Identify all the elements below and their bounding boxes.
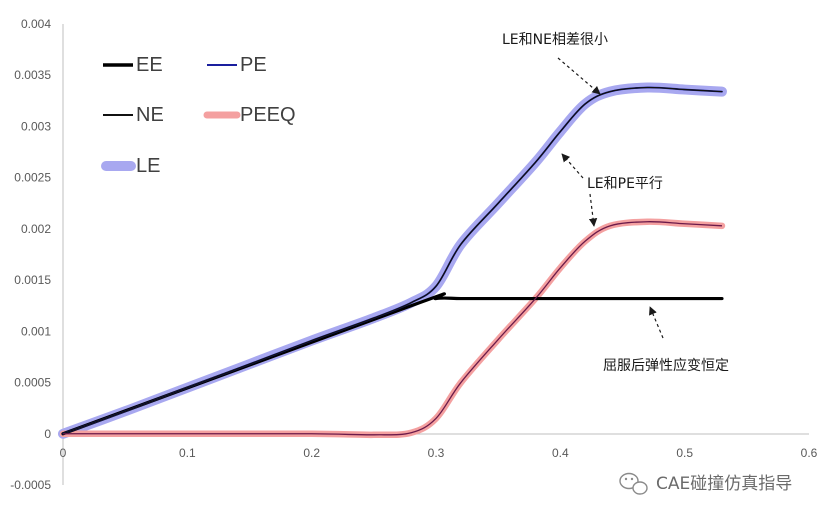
legend-label-peeq: PEEQ [240,104,296,126]
y-tick-label: 0.001 [21,324,51,338]
series-layer [58,82,727,439]
x-tick-label: 0.3 [428,446,445,460]
annotation-arrow-le-pe-down [588,193,598,227]
y-tick-label: 0.003 [21,119,51,133]
series-line-ee [61,292,724,436]
legend-label-ne: NE [136,104,164,126]
annotation-arrow-le-ne [557,57,601,95]
x-tick-label: 0.5 [676,446,693,460]
y-tick-label: -0.0005 [10,478,51,492]
y-tick-label: 0 [44,427,51,441]
x-tick-label: 0.6 [801,446,818,460]
x-tick-label: 0 [60,446,67,460]
annotation-arrow-le-pe-up [561,153,584,179]
x-tick-label: 0.4 [552,446,569,460]
legend-label-le: LE [136,155,160,177]
annotation-arrow-yield [649,306,664,339]
x-tick-label: 0.1 [179,446,196,460]
annotation-yield: 屈服后弹性应变恒定 [603,357,729,374]
legend: EE PE NE PEEQ LE [101,54,296,177]
watermark: CAE碰撞仿真指导 [619,472,792,495]
x-tick-labels: 0 0.1 0.2 0.3 0.4 0.5 0.6 [60,446,818,460]
annotation-le-pe: LE和PE平行 [587,176,663,192]
y-tick-label: 0.004 [21,17,51,31]
annotations: LE和NE相差很小 LE和PE平行 屈服后弹性应变恒定 [502,32,729,374]
y-tick-label: 0.0015 [14,273,51,287]
y-tick-labels: -0.0005 0 0.0005 0.001 0.0015 0.002 0.0025 0.00… [10,17,51,492]
watermark-text: CAE碰撞仿真指导 [656,474,792,494]
series-line-ne [62,86,723,435]
x-tick-label: 0.2 [303,446,320,460]
annotation-le-ne: LE和NE相差很小 [502,32,608,48]
y-tick-label: 0.002 [21,222,51,236]
y-tick-label: 0.0005 [14,376,51,390]
series-line-peeq [59,218,726,439]
series-line-peeq-core [63,221,723,436]
series-line-pe [62,86,723,435]
y-tick-label: 0.0025 [14,171,51,185]
legend-label-ee: EE [136,54,163,76]
wechat-icon [619,472,648,495]
y-tick-label: 0.0035 [14,68,51,82]
legend-label-pe: PE [240,54,267,76]
series-line-le [58,82,727,439]
